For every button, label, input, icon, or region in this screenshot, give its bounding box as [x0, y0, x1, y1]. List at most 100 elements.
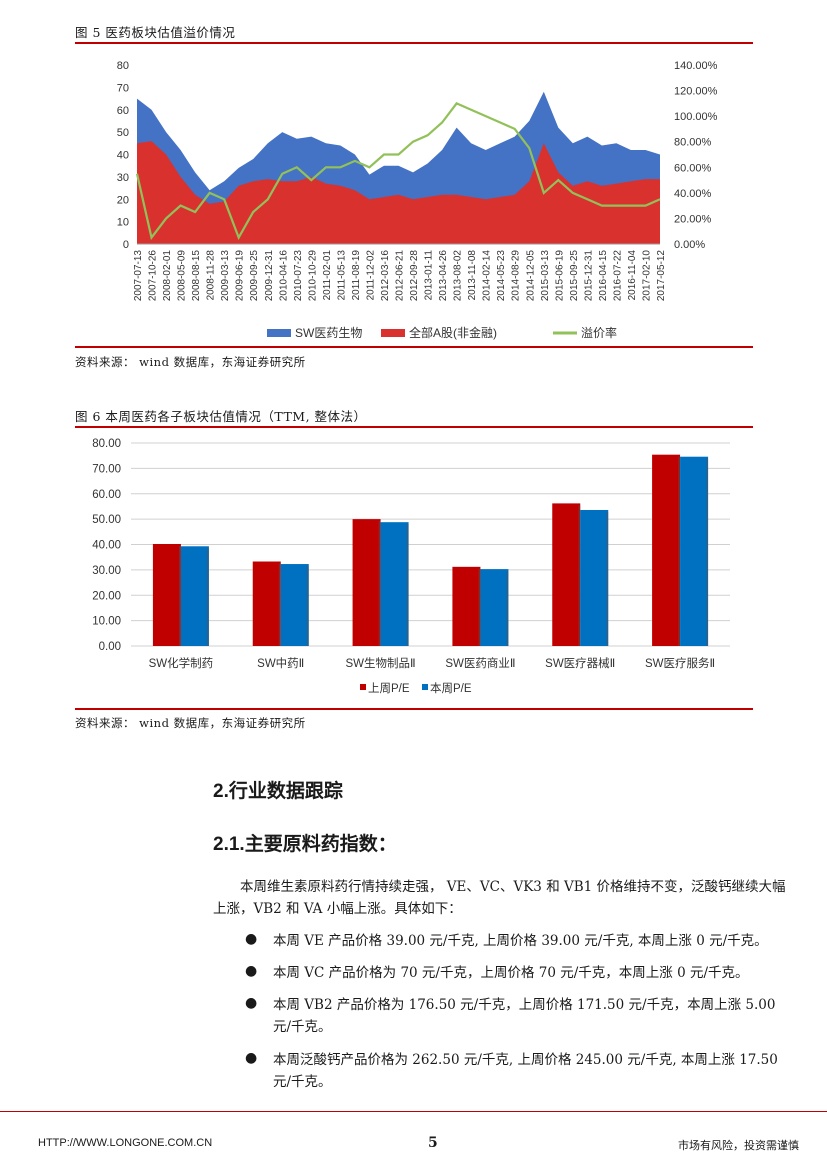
- right-axis-tick-label: 60.00%: [674, 162, 712, 174]
- x-axis-tick-label: 2011-12-02: [365, 250, 376, 301]
- x-axis-tick-label: 2009-12-31: [264, 250, 275, 302]
- figure-5-title: 图 5 医药板块估值溢价情况: [75, 25, 236, 40]
- left-axis-tick-label: 30: [117, 172, 129, 184]
- y-axis-tick-label: 60.00: [92, 489, 121, 501]
- figure-5-bottom-rule: [75, 346, 753, 348]
- legend-label: 上周P/E: [368, 682, 410, 695]
- bar-this-week-pe: [480, 569, 509, 646]
- bullet-calcium-pantothenate: 本周泛酸钙产品价格为 262.50 元/千克, 上周价格 245.00 元/千克…: [273, 1052, 778, 1090]
- legend-label: 全部A股(非金融): [409, 325, 497, 340]
- x-axis-category-label: SW中药Ⅱ: [257, 657, 304, 670]
- x-axis-tick-label: 2008-11-28: [206, 250, 217, 301]
- x-axis-tick-label: 2017-05-12: [656, 250, 667, 302]
- bullet-dot: ●: [245, 931, 258, 947]
- x-axis-tick-label: 2014-12-05: [525, 250, 536, 302]
- bar-shadow: [506, 571, 509, 646]
- footer-url[interactable]: HTTP://WWW.LONGONE.COM.CN: [38, 1137, 213, 1149]
- left-axis-tick-label: 50: [117, 127, 129, 139]
- left-axis-tick-label: 80: [117, 60, 129, 72]
- bar-shadow: [306, 566, 309, 646]
- bar-shadow: [678, 456, 681, 646]
- x-axis-tick-label: 2011-08-19: [351, 250, 362, 301]
- bullet-vc: 本周 VC 产品价格为 70 元/千克，上周价格 70 元/千克，本周上涨 0 …: [273, 965, 749, 981]
- footer-disclaimer: 市场有风险，投资需谨慎: [678, 1139, 799, 1152]
- y-axis-tick-label: 30.00: [92, 565, 121, 577]
- left-axis-tick-label: 60: [117, 105, 129, 117]
- right-axis-tick-label: 40.00%: [674, 188, 712, 200]
- x-axis-tick-label: 2010-07-23: [293, 250, 304, 302]
- bullet-dot: ●: [245, 1050, 258, 1066]
- x-axis-tick-label: 2013-01-11: [424, 250, 435, 301]
- right-axis-tick-label: 0.00%: [674, 239, 705, 251]
- x-axis-category-label: SW化学制药: [149, 656, 214, 670]
- bar-last-week-pe: [252, 561, 281, 646]
- right-axis-tick-label: 120.00%: [674, 86, 718, 98]
- x-axis-tick-label: 2015-06-19: [554, 250, 565, 302]
- page-number: 5: [428, 1135, 438, 1151]
- bar-this-week-pe: [680, 456, 709, 646]
- x-axis-category-label: SW医药商业Ⅱ: [445, 656, 515, 670]
- x-axis-tick-label: 2015-12-31: [583, 250, 594, 302]
- x-axis-tick-label: 2011-05-13: [336, 250, 347, 301]
- bar-last-week-pe: [152, 543, 181, 646]
- legend-label: SW医药生物: [295, 326, 362, 340]
- bar-shadow: [378, 521, 381, 646]
- intro-paragraph: 本周维生素原料药行情持续走强， VE、VC、VK3 和 VB1 价格维持不变，泛…: [213, 879, 786, 917]
- figure-5-source: 资料来源： wind 数据库，东海证券研究所: [75, 355, 306, 369]
- bar-this-week-pe: [180, 546, 209, 646]
- figure-5-chart: 80 70 60 50 40 30 20 10 0 140.00% 120.00% 100.00% 80…: [117, 60, 718, 340]
- bar-last-week-pe: [552, 503, 581, 646]
- bar-shadow: [178, 545, 181, 646]
- right-axis-tick-label: 20.00%: [674, 213, 712, 225]
- y-axis-tick-label: 40.00: [92, 540, 121, 552]
- series-all-a-area: [137, 141, 660, 244]
- figure-5-top-rule: [75, 42, 753, 44]
- x-axis-tick-label: 2012-06-21: [395, 250, 406, 302]
- left-axis-tick-label: 20: [117, 194, 129, 206]
- section-heading: 2.行业数据跟踪: [213, 781, 343, 802]
- y-axis-tick-label: 50.00: [92, 514, 121, 526]
- figure-6-chart: 0.00 10.00 20.00 30.00 40.00 50.00 60.00 70.00 8…: [92, 438, 730, 695]
- x-axis-tick-label: 2010-10-29: [307, 250, 318, 302]
- x-axis-tick-label: 2013-04-26: [438, 250, 449, 302]
- x-axis-category-label: SW医疗服务Ⅱ: [645, 656, 715, 670]
- bar-shadow: [706, 458, 709, 646]
- bar-shadow: [278, 563, 281, 646]
- bar-shadow: [206, 548, 209, 646]
- legend-swatch: [422, 684, 428, 690]
- right-axis-tick-label: 80.00%: [674, 137, 712, 149]
- x-axis-tick-label: 2007-07-13: [133, 250, 144, 302]
- y-axis-tick-label: 10.00: [92, 616, 121, 628]
- x-axis-tick-label: 2015-03-13: [540, 250, 551, 302]
- y-axis-tick-label: 80.00: [92, 438, 121, 450]
- series-premium-line: [135, 102, 661, 241]
- bullet-dot: ●: [245, 995, 258, 1011]
- right-axis-tick-label: 100.00%: [674, 111, 718, 123]
- bar-this-week-pe: [580, 509, 609, 646]
- y-axis-tick-label: 0.00: [99, 641, 121, 653]
- x-axis-tick-label: 2015-09-25: [569, 250, 580, 302]
- figure-6-title: 图 6 本周医药各子板块估值情况（TTM, 整体法）: [75, 409, 367, 424]
- x-axis-tick-label: 2008-05-09: [177, 250, 188, 302]
- bar-shadow: [406, 524, 409, 646]
- legend-swatch: [381, 329, 405, 337]
- x-axis-tick-label: 2014-05-23: [496, 250, 507, 302]
- legend-swatch: [267, 329, 291, 337]
- x-axis-tick-label: 2012-03-16: [380, 250, 391, 302]
- bar-shadow: [606, 511, 609, 646]
- x-axis-tick-label: 2012-09-28: [409, 250, 420, 302]
- x-axis-tick-label: 2009-09-25: [249, 250, 260, 302]
- right-axis-tick-label: 140.00%: [674, 60, 718, 72]
- bar-last-week-pe: [652, 454, 681, 646]
- left-axis-tick-label: 10: [117, 217, 129, 229]
- bar-this-week-pe: [380, 522, 409, 646]
- x-axis-tick-label: 2013-08-02: [453, 250, 464, 302]
- y-axis-tick-label: 70.00: [92, 463, 121, 475]
- figure-6-source: 资料来源： wind 数据库，东海证券研究所: [75, 716, 306, 730]
- x-axis-tick-label: 2013-11-08: [467, 250, 478, 301]
- left-axis-tick-label: 70: [117, 82, 129, 94]
- x-axis-category-label: SW医疗器械Ⅱ: [545, 656, 615, 670]
- left-axis-tick-label: 0: [123, 239, 129, 251]
- legend-label: 溢价率: [581, 325, 617, 340]
- x-axis-tick-label: 2016-11-04: [627, 250, 638, 301]
